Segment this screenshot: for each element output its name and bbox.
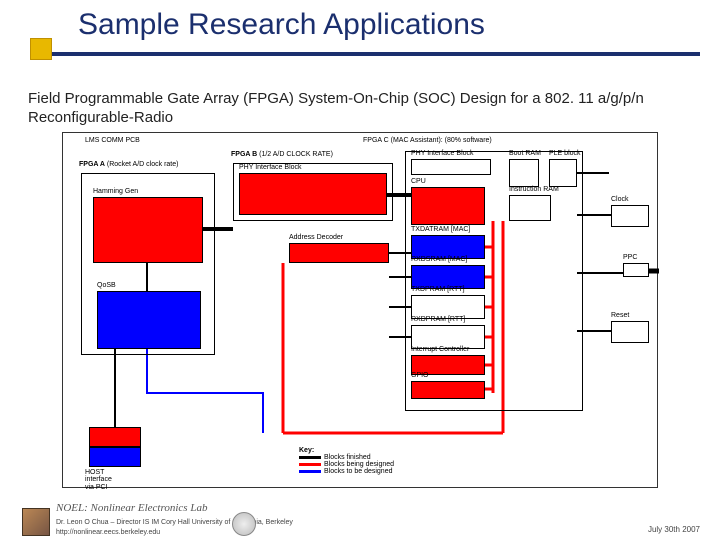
block-clock — [611, 205, 649, 227]
slide-header: Sample Research Applications — [0, 0, 720, 72]
block-label-hamming: Hamming Gen — [93, 188, 233, 195]
accent-square — [30, 38, 52, 60]
accent-bar — [44, 52, 700, 56]
footer-url: http://nonlinear.eecs.berkeley.edu — [56, 529, 160, 536]
block-label-ppc: PPC — [623, 254, 679, 261]
block-ppc — [623, 263, 649, 277]
block-label-qosb: QoSB — [97, 282, 231, 289]
block-label-intc: Interrupt Controller — [411, 346, 515, 353]
block-label-gpio: GPIO — [411, 372, 515, 379]
slide-subtitle: Field Programmable Gate Array (FPGA) Sys… — [28, 90, 698, 128]
block-label-cpu: CPU — [411, 178, 515, 185]
group-label-grpB: FPGA B (1/2 A/D CLOCK RATE) — [231, 151, 333, 158]
block-qosb — [97, 291, 201, 349]
block-label-phyifred: PHY Interface Block — [239, 164, 417, 171]
block-addrdec — [289, 243, 389, 263]
footer: NOEL: Nonlinear Electronics Lab Dr. Leon… — [0, 504, 720, 540]
diagram-label-1: LMS COMM PCB — [85, 137, 140, 144]
block-host_top — [89, 427, 141, 447]
bus-8 — [147, 349, 263, 433]
block-label-rxdpram: RXDPRAM [RTT] — [411, 316, 515, 323]
block-cpu — [411, 187, 485, 225]
footer-date: July 30th 2007 — [648, 525, 700, 534]
diagram-frame: FPGA A (Rocket A/D clock rate) FPGA B (1/… — [62, 132, 658, 488]
block-host_bot — [89, 447, 141, 467]
block-instr — [509, 195, 551, 221]
block-ple — [549, 159, 577, 187]
block-label-txdata: TXDATRAM [MAC] — [411, 226, 515, 233]
legend: Key:Blocks finishedBlocks being designed… — [299, 447, 394, 475]
seal-icon — [232, 512, 256, 536]
slide-title: Sample Research Applications — [78, 8, 485, 42]
lab-name: NOEL: Nonlinear Electronics Lab — [56, 502, 207, 514]
block-label-phyif2: PHY Interface Block — [411, 150, 521, 157]
block-hamming — [93, 197, 203, 263]
diagram-label-2: FPGA C (MAC Assistant): (80% software) — [363, 137, 492, 144]
block-label-addrdec: Address Decoder — [289, 234, 419, 241]
block-phyif2 — [411, 159, 491, 175]
block-phyifred — [239, 173, 387, 215]
block-gpio — [411, 381, 485, 399]
block-label-rxdsram: RXDSRAM [MAC] — [411, 256, 515, 263]
block-label-ple: PLE block — [549, 150, 607, 157]
block-reset — [611, 321, 649, 343]
block-label-txdpram: TXDPRAM [RTT] — [411, 286, 515, 293]
chip-icon — [22, 508, 50, 536]
footer-author: Dr. Leon O Chua – Director IS IM Cory Ha… — [56, 519, 293, 526]
diagram-label-0: HOSTinterfacevia PCI — [85, 469, 112, 491]
block-label-instr: Instruction RAM — [509, 186, 581, 193]
block-label-clock: Clock — [611, 196, 679, 203]
block-label-reset: Reset — [611, 312, 679, 319]
group-label-grpA: FPGA A (Rocket A/D clock rate) — [79, 161, 178, 168]
